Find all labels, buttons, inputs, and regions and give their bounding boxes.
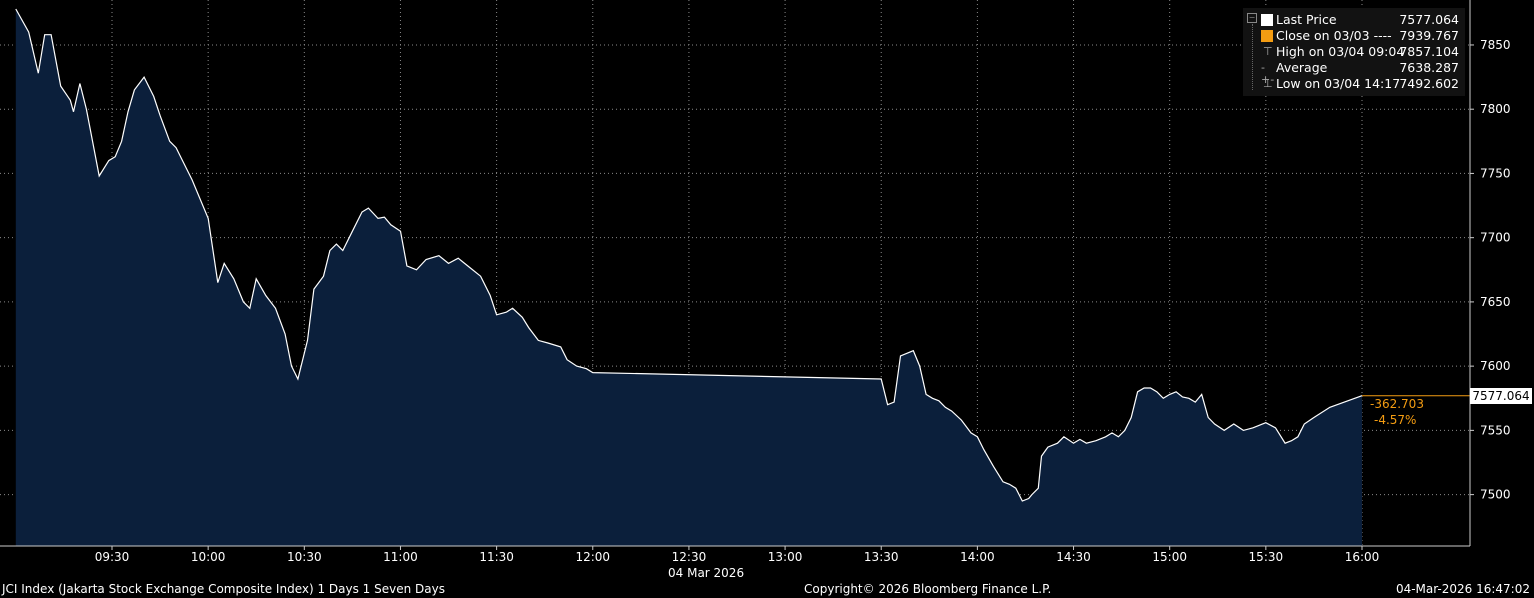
x-tick-label: 16:00 [1345, 550, 1380, 564]
x-tick-label: 10:30 [287, 550, 322, 564]
y-tick-label: 7700 [1480, 231, 1511, 245]
y-tick-label: 7850 [1480, 38, 1511, 52]
chart-legend: Last Price 7577.064 Close on 03/03 ---- … [1243, 8, 1465, 96]
y-axis-ticks: 7500 7550 7600 7650 7700 7750 7800 7850 [1470, 38, 1511, 502]
change-value: -362.703 [1370, 397, 1424, 411]
x-axis-ticks: 09:30 10:00 10:30 11:00 11:30 12:00 12:30 13:00… [95, 546, 1380, 564]
legend-value: 7492.602 [1399, 76, 1459, 91]
footer-copyright: Copyright© 2026 Bloomberg Finance L.P. [804, 582, 1052, 596]
x-tick-label: 11:30 [479, 550, 514, 564]
x-tick-label: 10:00 [191, 550, 226, 564]
x-tick-label: 14:00 [960, 550, 995, 564]
legend-row-high: ⊤ High on 03/04 09:04 7857.104 [1243, 44, 1465, 60]
x-tick-label: 12:30 [672, 550, 707, 564]
x-tick-label: 12:00 [575, 550, 610, 564]
legend-value: 7857.104 [1399, 44, 1459, 59]
last-price-tag-value: 7577.064 [1472, 389, 1530, 403]
y-tick-label: 7800 [1480, 102, 1511, 116]
legend-collapse-icon[interactable]: − [1247, 13, 1257, 23]
average-marker-icon: -+- [1261, 61, 1275, 86]
x-tick-label: 15:00 [1152, 550, 1187, 564]
legend-tree-line [1252, 24, 1254, 90]
y-tick-label: 7500 [1480, 488, 1511, 502]
x-tick-label: 15:30 [1249, 550, 1284, 564]
footer-security-title: JCI Index (Jakarta Stock Exchange Compos… [2, 582, 445, 596]
y-tick-label: 7650 [1480, 295, 1511, 309]
y-tick-label: 7600 [1480, 359, 1511, 373]
chart-axes [0, 0, 1471, 547]
y-tick-label: 7550 [1480, 423, 1511, 437]
x-tick-label: 09:30 [95, 550, 130, 564]
legend-value: 7638.287 [1399, 60, 1459, 75]
price-line [15, 8, 1363, 502]
legend-row-average: -+- Average 7638.287 [1243, 60, 1465, 86]
low-marker-icon: ⊥ [1263, 77, 1273, 90]
x-tick-label: 14:30 [1056, 550, 1091, 564]
legend-row-close: Close on 03/03 ---- 7939.767 [1243, 28, 1465, 44]
legend-label: Close on 03/03 ---- [1276, 28, 1392, 43]
legend-label: Last Price [1276, 12, 1337, 27]
change-percent: -4.57% [1374, 413, 1417, 427]
footer-timestamp: 04-Mar-2026 16:47:02 [1395, 582, 1530, 596]
white-square-icon [1261, 14, 1273, 26]
price-area-fill [15, 9, 1362, 546]
high-marker-icon: ⊤ [1263, 45, 1273, 58]
legend-value: 7939.767 [1399, 28, 1459, 43]
x-tick-label: 11:00 [383, 550, 418, 564]
date-label: 04 Mar 2026 [668, 566, 745, 580]
orange-square-icon [1261, 30, 1273, 42]
legend-row-last-price: Last Price 7577.064 [1243, 12, 1465, 28]
legend-value: 7577.064 [1399, 12, 1459, 27]
y-tick-label: 7750 [1480, 166, 1511, 180]
legend-label: High on 03/04 09:04 [1276, 44, 1405, 59]
x-tick-label: 13:00 [768, 550, 803, 564]
legend-label: Low on 03/04 14:17 [1276, 76, 1401, 91]
legend-label: Average [1276, 60, 1328, 75]
x-tick-label: 13:30 [864, 550, 899, 564]
last-price-tag: 7577.064 [1470, 388, 1532, 404]
legend-row-low: ⊥ Low on 03/04 14:17 7492.602 [1243, 76, 1465, 92]
